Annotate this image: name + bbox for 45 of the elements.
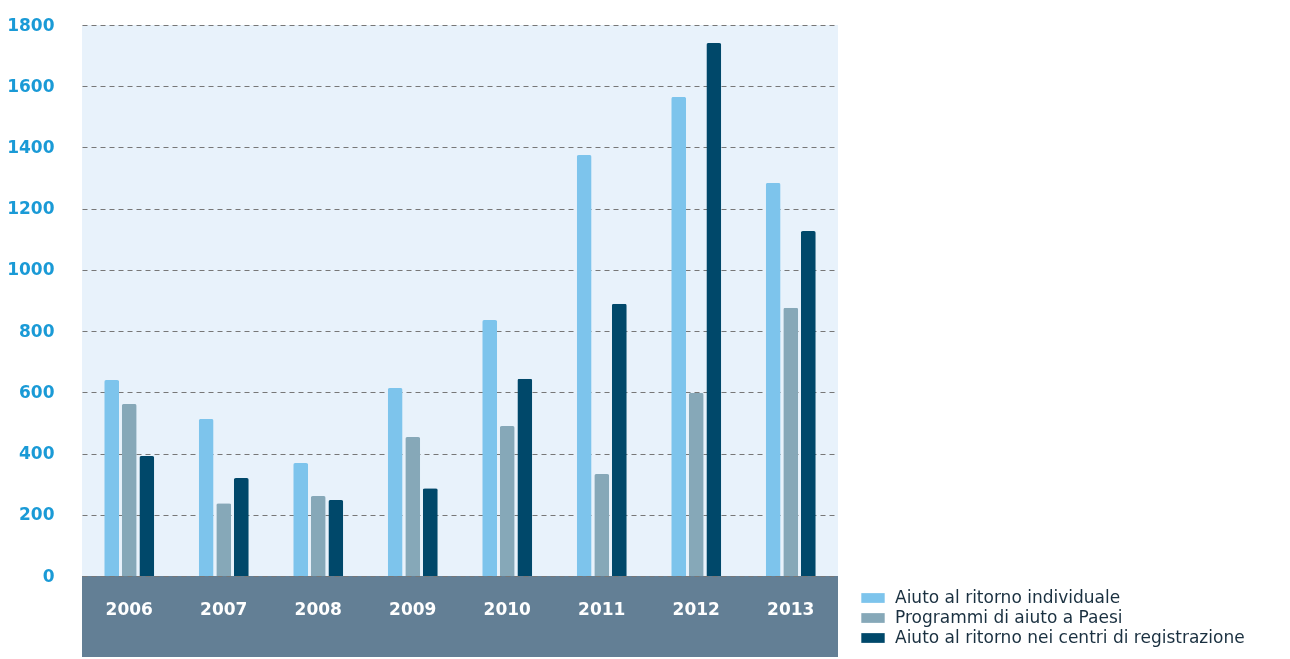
bar xyxy=(688,392,704,576)
x-tick-label: 2006 xyxy=(105,598,153,619)
bar xyxy=(783,307,799,576)
x-tick-label: 2013 xyxy=(767,598,815,619)
bar xyxy=(310,496,326,576)
bar xyxy=(800,231,816,576)
y-tick-label: 600 xyxy=(19,381,55,402)
bar xyxy=(576,155,592,576)
x-tick-label: 2011 xyxy=(578,598,626,619)
bar xyxy=(422,488,438,576)
y-tick-label: 1200 xyxy=(7,198,55,219)
legend-label: Programmi di aiuto a Paesi xyxy=(895,607,1123,627)
bar xyxy=(405,437,421,576)
y-tick-label: 1800 xyxy=(7,14,55,35)
x-tick-label: 2012 xyxy=(672,598,720,619)
bar xyxy=(765,182,781,576)
bar xyxy=(233,478,249,576)
bar xyxy=(499,426,515,576)
bar xyxy=(517,378,533,576)
x-tick-label: 2007 xyxy=(200,598,248,619)
y-tick-label: 0 xyxy=(42,565,55,586)
y-tick-label: 200 xyxy=(19,504,55,525)
y-tick-label: 1400 xyxy=(7,136,55,157)
bar xyxy=(706,43,722,576)
x-tick-label: 2008 xyxy=(294,598,342,619)
bar xyxy=(293,463,309,576)
bar xyxy=(671,96,687,576)
bar xyxy=(611,303,627,576)
bar xyxy=(387,388,403,576)
y-tick-label: 400 xyxy=(19,443,55,464)
legend-label: Aiuto al ritorno nei centri di registrazione xyxy=(895,627,1245,647)
y-tick-label: 1000 xyxy=(7,259,55,280)
bar xyxy=(594,474,610,576)
y-tick-label: 800 xyxy=(19,320,55,341)
bar xyxy=(198,418,214,576)
bar xyxy=(104,380,120,576)
legend-label: Aiuto al ritorno individuale xyxy=(895,587,1121,607)
bar xyxy=(216,503,232,576)
x-tick-label: 2010 xyxy=(483,598,532,619)
bar xyxy=(121,403,137,576)
bar xyxy=(139,456,155,576)
bar xyxy=(482,320,498,576)
x-tick-label: 2009 xyxy=(389,598,437,619)
bar xyxy=(328,500,344,576)
y-tick-label: 1600 xyxy=(7,75,55,96)
